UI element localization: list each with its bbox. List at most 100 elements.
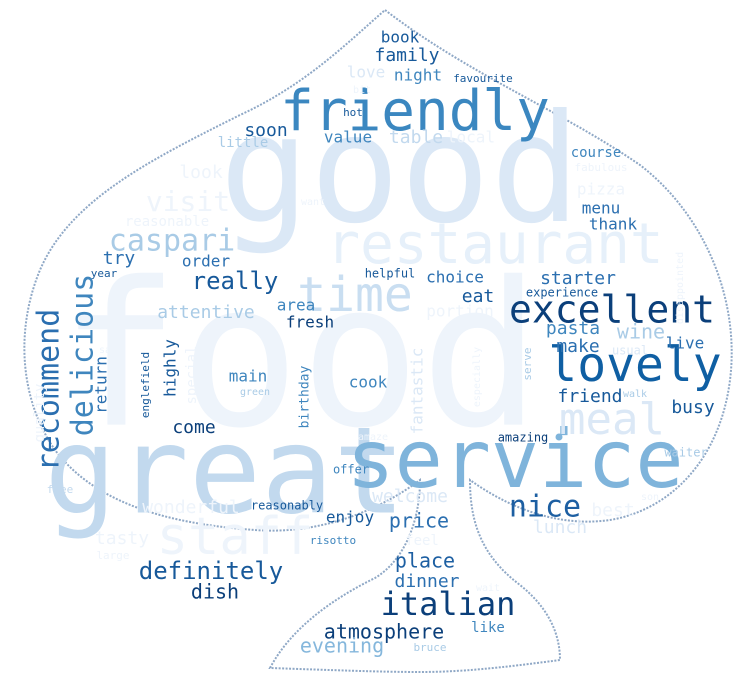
word-reasonable: reasonable (125, 214, 209, 230)
word-evening: evening (300, 634, 384, 658)
word-time: time (297, 267, 413, 323)
word-helpful: helpful (365, 267, 416, 281)
word-fresh: fresh (286, 313, 334, 332)
word-waiter: waiter (664, 446, 707, 460)
word-book: book (381, 28, 420, 47)
word-usual: usual (612, 344, 648, 358)
word-lunch: lunch (533, 517, 587, 538)
word-friendly: friendly (280, 79, 550, 144)
word-recommend: recommend (32, 309, 67, 472)
word-local: local (447, 128, 495, 147)
word-amaze: amaze (358, 432, 388, 443)
word-cook: cook (349, 373, 388, 392)
word-disappointed: disappointed (675, 252, 686, 324)
word-lovely: lovely (548, 337, 721, 393)
word-wait: wait (476, 583, 500, 594)
word-really: really (192, 267, 279, 295)
word-friend: friend (557, 386, 622, 407)
word-table: table (389, 127, 443, 148)
word-especially: especially (472, 347, 483, 407)
word-best: best (591, 500, 634, 521)
word-walk: walk (623, 389, 647, 400)
word-large: large (96, 549, 129, 562)
word-dish: dish (191, 580, 239, 604)
word-portion: portion (426, 302, 493, 321)
word-attentive: attentive (157, 302, 255, 323)
word-family: family (374, 45, 439, 66)
word-nice: nice (509, 490, 581, 525)
word-come: come (172, 417, 215, 438)
word-son: son (641, 492, 659, 503)
word-green: green (240, 387, 270, 398)
word-starter: starter (540, 268, 616, 289)
word-pasta: pasta (546, 318, 600, 339)
word-dinner: dinner (394, 571, 459, 592)
word-restaurant: restaurant (326, 212, 663, 277)
word-excellent: excellent (509, 288, 715, 332)
word-experience: experience (526, 286, 598, 300)
word-value: value (324, 128, 372, 147)
word-pizza: pizza (577, 180, 625, 199)
word-caspari: caspari (109, 224, 235, 259)
word-free: free (47, 483, 74, 496)
word-want: want (301, 197, 325, 208)
word-little: little (218, 135, 269, 151)
word-try: try (103, 248, 136, 269)
word-hot: hot (343, 106, 363, 119)
word-area: area (277, 296, 316, 315)
spade-mask-outline (23, 8, 733, 674)
word-highly: highly (161, 339, 180, 397)
word-place: place (395, 549, 455, 573)
dot-mark (555, 433, 563, 441)
word-amazing: amazing (498, 431, 549, 445)
word-visit: visit (146, 185, 230, 218)
word-wonderful: wonderful (142, 497, 240, 518)
word-enjoy: enjoy (326, 508, 375, 527)
word-say: say (99, 345, 117, 356)
word-bit: bit (353, 85, 371, 96)
word-thank: thank (589, 215, 638, 234)
word-welcome: welcome (372, 486, 448, 507)
word-food: food (59, 240, 541, 473)
word-quality: quality (32, 383, 48, 442)
word-soon: soon (244, 120, 287, 141)
word-night: night (394, 66, 442, 85)
word-course: course (571, 145, 622, 161)
word-englefield: englefield (139, 352, 152, 418)
word-delicious: delicious (66, 274, 101, 437)
word-love: love (347, 63, 386, 82)
word-favourite: favourite (453, 72, 513, 85)
word-italian: italian (381, 585, 516, 623)
word-feel: feel (405, 533, 439, 549)
word-tasty: tasty (95, 528, 149, 549)
word-atmosphere: atmosphere (324, 620, 444, 644)
word-staff: staff (157, 507, 314, 567)
word-offer: offer (333, 463, 369, 477)
word-service: service (346, 413, 683, 506)
word-special: special (184, 345, 200, 404)
word-definitely: definitely (139, 557, 284, 585)
word-price: price (389, 509, 449, 533)
word-year: year (91, 267, 118, 280)
word-return: return (92, 356, 111, 414)
word-fabulous: fabulous (575, 161, 628, 174)
word-live: live (666, 334, 705, 353)
word-serve: serve (521, 347, 534, 380)
word-menu: menu (582, 199, 621, 218)
word-risotto: risotto (310, 534, 356, 547)
word-main: main (229, 367, 268, 386)
word-meal: meal (559, 394, 665, 445)
word-great: great (44, 403, 405, 542)
word-make: make (556, 336, 599, 357)
word-wine: wine (617, 320, 665, 344)
word-like: like (471, 620, 505, 636)
word-order: order (182, 252, 231, 271)
word-busy: busy (671, 397, 715, 418)
word-look: look (179, 162, 223, 183)
word-birthday: birthday (298, 366, 313, 429)
word-choice: choice (426, 268, 484, 287)
word-good: good (219, 83, 580, 257)
